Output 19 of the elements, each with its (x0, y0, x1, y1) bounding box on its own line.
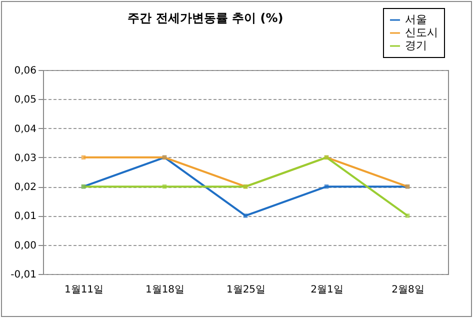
y-tick-label: 0,03 (14, 152, 36, 164)
y-tick-label: 0,06 (14, 66, 36, 76)
x-tick-label: 1월11일 (64, 284, 104, 296)
y-tick-label: -0,01 (10, 270, 36, 280)
legend-label: 경기 (405, 39, 427, 52)
y-tick-label: 0,01 (14, 211, 36, 222)
point (243, 214, 248, 218)
chart-title: 주간 전세가변동률 추이 (%) (128, 11, 284, 25)
y-tick-label: 0,05 (14, 94, 36, 106)
x-tick-label: 1월18일 (145, 284, 185, 296)
point (405, 214, 410, 218)
x-tick-label: 2월1일 (310, 284, 344, 296)
legend-label: 신도시 (405, 26, 438, 39)
x-tick-label: 1월25일 (226, 284, 266, 296)
x-tick-label: 2월8일 (392, 284, 424, 296)
y-tick-label: 0,04 (14, 124, 36, 135)
y-tick-label: 0,00 (14, 240, 36, 252)
y-tick-label: 0,02 (14, 182, 36, 194)
legend-label: 서울 (405, 13, 427, 26)
